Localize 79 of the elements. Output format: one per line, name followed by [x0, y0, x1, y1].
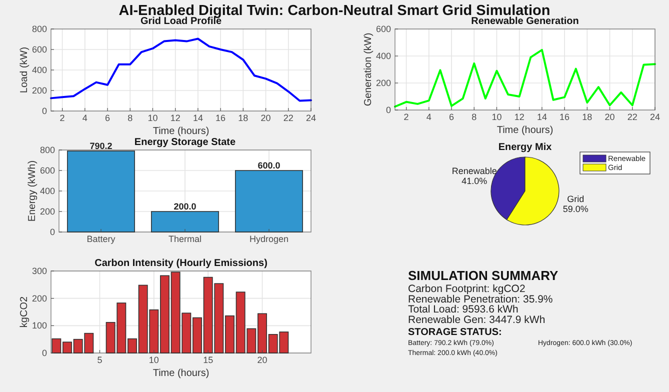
y-tick-label: 400 — [40, 186, 55, 196]
chart-title: Energy Storage State — [134, 137, 236, 148]
data-label: 600.0 — [258, 160, 280, 170]
y-tick-label: 200 — [376, 78, 391, 88]
x-axis-title: Time (hours) — [152, 126, 210, 137]
x-tick-label: 2 — [60, 113, 65, 123]
y-tick-label: 600 — [40, 166, 55, 176]
x-tick-label: Thermal — [168, 234, 202, 244]
x-tick-label: 10 — [492, 112, 502, 122]
text: Renewable Gen: 3447.9 kWh — [408, 314, 546, 326]
x-tick-label: 12 — [514, 112, 524, 122]
y-axis-title: kgCO2 — [19, 296, 30, 328]
x-tick-label: 24 — [306, 113, 316, 123]
x-tick-label: 20 — [257, 355, 268, 365]
y-tick-label: 200 — [32, 86, 47, 96]
slice-label: Grid — [567, 194, 584, 204]
line-series — [50, 38, 312, 102]
x-tick-label: 24 — [650, 112, 660, 122]
y-tick-label: 600 — [32, 44, 47, 54]
bar — [151, 211, 219, 232]
x-tick-label: 14 — [192, 113, 203, 123]
y-axis-title: Load (kW) — [19, 46, 30, 94]
x-tick-label: 5 — [97, 355, 102, 365]
line-series — [394, 48, 656, 108]
x-axis-title: Time (hours) — [496, 125, 554, 136]
y-tick-label: 100 — [32, 320, 47, 331]
x-tick-label: 6 — [449, 112, 454, 122]
text: Carbon Footprint: kgCO2 — [408, 283, 526, 295]
text: Total Load: 9593.6 kWh — [408, 304, 518, 316]
text: Renewable Penetration: 35.9% — [408, 293, 553, 306]
x-tick-label: 18 — [582, 112, 592, 122]
data-label: 41.0% — [462, 176, 488, 186]
x-tick-label: 8 — [472, 112, 477, 122]
x-tick-label: Battery — [86, 234, 116, 244]
text: STORAGE STATUS: — [408, 327, 502, 338]
x-tick-label: Hydrogen — [249, 234, 289, 244]
x-tick-label: 4 — [82, 113, 88, 123]
y-axis-title: Generation (kW) — [363, 32, 374, 106]
y-tick-label: 0 — [42, 348, 47, 358]
y-tick-label: 800 — [40, 145, 55, 155]
chart-title: Grid Load Profile — [140, 16, 222, 27]
chart-title: Carbon Intensity (Hourly Emissions) — [94, 258, 268, 269]
x-tick-label: 22 — [627, 112, 638, 122]
slice-label: Renewable — [452, 166, 497, 176]
x-tick-label: 22 — [283, 113, 294, 123]
y-tick-label: 300 — [32, 266, 47, 276]
data-label: 59.0% — [562, 204, 588, 214]
x-tick-label: 10 — [148, 113, 158, 123]
x-tick-label: 6 — [105, 113, 110, 123]
y-tick-label: 0 — [50, 227, 55, 237]
data-label: 790.2 — [90, 141, 112, 152]
y-tick-label: 800 — [32, 24, 47, 34]
chart-title: Energy Mix — [498, 142, 552, 153]
y-tick-label: 600 — [376, 24, 391, 34]
x-tick-label: 20 — [260, 113, 271, 123]
bar — [235, 170, 303, 232]
text: SIMULATION SUMMARY — [408, 268, 559, 283]
x-tick-label: 14 — [536, 112, 547, 122]
y-tick-label: 200 — [32, 293, 47, 304]
x-tick-label: 15 — [203, 355, 214, 365]
y-tick-label: 400 — [376, 51, 391, 61]
x-tick-label: 20 — [604, 112, 615, 122]
x-tick-label: 18 — [238, 113, 248, 123]
y-tick-label: 400 — [32, 65, 47, 75]
x-tick-label: 8 — [128, 113, 133, 123]
y-tick-label: 0 — [386, 105, 391, 115]
y-tick-label: 0 — [42, 106, 47, 116]
bar — [67, 150, 135, 232]
chart-title: Renewable Generation — [471, 16, 579, 27]
y-tick-label: 200 — [40, 206, 55, 216]
x-tick-label: 12 — [170, 113, 180, 123]
x-tick-label: 16 — [216, 113, 226, 123]
x-tick-label: 4 — [426, 112, 432, 122]
data-label: 200.0 — [174, 202, 196, 212]
x-tick-label: 2 — [404, 112, 409, 122]
x-tick-label: 10 — [148, 355, 159, 365]
x-tick-label: 16 — [560, 112, 570, 122]
x-axis-title: Time (hours) — [152, 368, 210, 379]
y-axis-title: Energy (kWh) — [27, 160, 38, 222]
